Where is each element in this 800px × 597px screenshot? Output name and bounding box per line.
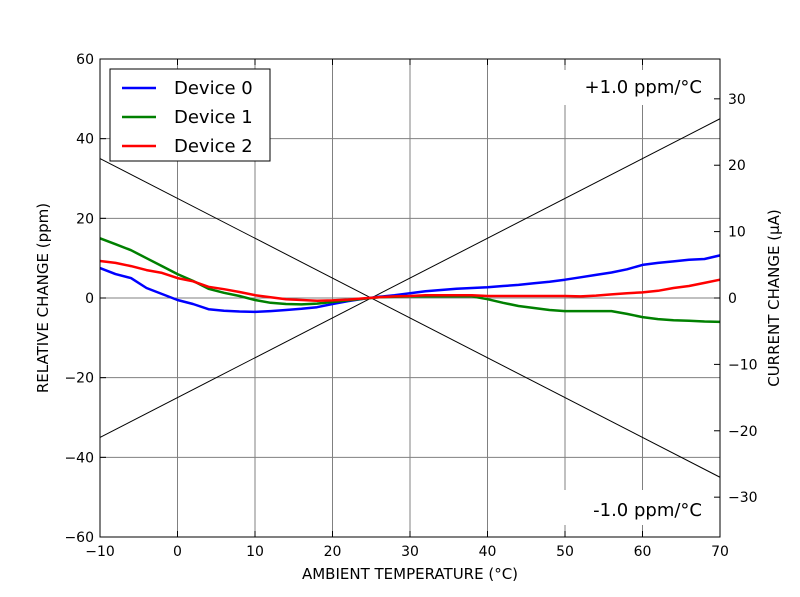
y2-tick-label: 0 (728, 291, 737, 307)
series-line-2 (99, 259, 721, 303)
y2-tick-label: −10 (728, 357, 758, 373)
ticks: −10 0 10 20 30 40 50 60 70 −60 −40 −20 0 20 40 60 −30 −20… (64, 52, 757, 560)
y2-axis-label: CURRENT CHANGE (µA) (765, 209, 783, 387)
reference-lines (99, 118, 721, 478)
y-tick-label: −20 (64, 371, 94, 387)
y-tick-label: 20 (76, 211, 94, 227)
y-tick-label: 60 (76, 52, 94, 68)
x-tick-label: −10 (85, 544, 115, 560)
x-tick-label: 0 (173, 544, 182, 560)
x-axis-label: AMBIENT TEMPERATURE (°C) (302, 565, 518, 583)
reference-line-1 (99, 158, 721, 478)
series-line-0 (99, 254, 721, 314)
y-tick-label: 0 (85, 291, 94, 307)
x-tick-label: 70 (711, 544, 729, 560)
y2-tick-label: −30 (728, 490, 758, 506)
reference-line-0 (99, 118, 721, 438)
x-tick-label: 10 (246, 544, 264, 560)
y-tick-label: 40 (76, 132, 94, 148)
annotation-minus: -1.0 ppm/°C (593, 500, 702, 521)
y-tick-label: −60 (64, 530, 94, 546)
x-tick-label: 20 (324, 544, 342, 560)
annotation-bg-bottom (560, 490, 710, 525)
legend-label-0: Device 0 (174, 78, 253, 99)
x-tick-label: 60 (634, 544, 652, 560)
x-tick-label: 30 (401, 544, 419, 560)
series-lines (99, 237, 721, 324)
x-tick-label: 40 (479, 544, 497, 560)
legend: Device 0 Device 1 Device 2 (109, 68, 271, 162)
y2-tick-label: 10 (728, 225, 746, 241)
y2-tick-label: 30 (728, 92, 746, 108)
y2-tick-label: −20 (728, 424, 758, 440)
legend-label-2: Device 2 (174, 136, 253, 157)
x-tick-label: 50 (556, 544, 574, 560)
annotation-bg-top (560, 70, 710, 105)
y2-tick-label: 20 (728, 158, 746, 174)
y-tick-label: −40 (64, 450, 94, 466)
legend-label-1: Device 1 (174, 107, 253, 128)
annotation-plus: +1.0 ppm/°C (585, 77, 702, 98)
y-axis-label: RELATIVE CHANGE (ppm) (34, 203, 52, 393)
